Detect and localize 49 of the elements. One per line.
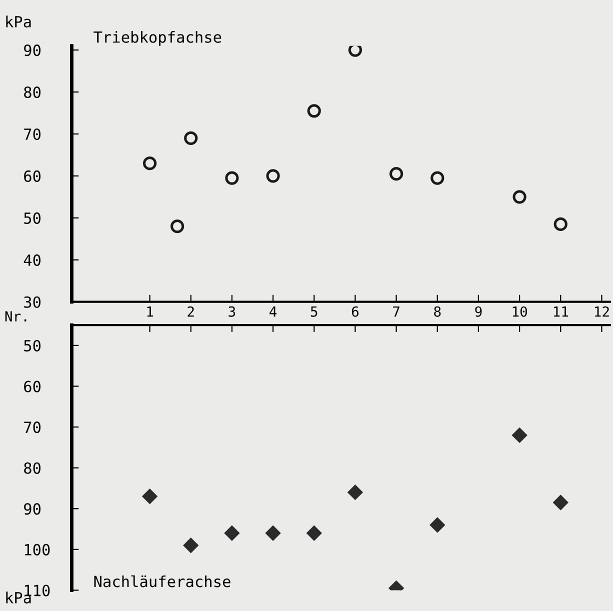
point — [183, 538, 198, 553]
y-tick-label: 80 — [24, 462, 41, 474]
text: Nachläuferachse — [94, 575, 230, 588]
y-tick-label: 90 — [24, 44, 41, 56]
point — [142, 156, 157, 170]
y-tick-label: 50 — [24, 212, 41, 224]
y-tick-label: 70 — [24, 422, 41, 434]
point — [348, 484, 363, 500]
point — [430, 517, 445, 533]
y-tick-label: 80 — [24, 86, 41, 98]
y-tick-label: 70 — [24, 128, 41, 140]
x-axis-title: Nr. — [5, 311, 26, 322]
y-tick-label: 50 — [24, 340, 41, 352]
point — [430, 171, 444, 185]
x-tick-label: 8 — [434, 306, 441, 317]
x-tick-label: 3 — [228, 306, 236, 317]
x-tick-label: 4 — [270, 306, 277, 317]
y-tick-label: 60 — [24, 380, 41, 392]
point — [512, 428, 528, 443]
point — [224, 526, 240, 541]
point — [306, 526, 322, 541]
point — [225, 171, 239, 185]
x-tick-label: 2 — [188, 306, 194, 317]
x-tick-label: 1 — [147, 306, 154, 317]
x-tick-label: 11 — [554, 306, 568, 317]
point — [554, 217, 568, 231]
y-tick-label: 90 — [24, 503, 41, 515]
x-tick-label: 12 — [595, 306, 609, 317]
y-tick-label: 40 — [24, 254, 41, 266]
point — [170, 219, 184, 234]
chart-title: Triebkopfachse — [94, 31, 222, 46]
point — [553, 494, 568, 510]
point — [307, 104, 321, 118]
point — [184, 131, 198, 145]
x-tick-label: 6 — [352, 306, 358, 317]
point — [348, 46, 362, 57]
point — [266, 169, 280, 183]
point — [512, 190, 526, 204]
y-tick-label: 100 — [24, 544, 50, 556]
x-tick-label: 10 — [512, 306, 528, 317]
y-tick-label: 30 — [24, 296, 41, 308]
x-tick-label: 7 — [393, 306, 400, 317]
x-tick-label: 9 — [475, 306, 482, 317]
point — [265, 526, 281, 541]
y-tick-label: 60 — [24, 170, 41, 182]
point — [389, 167, 404, 181]
point — [142, 488, 158, 504]
y-axis-title: kPa — [6, 16, 31, 28]
x-tick-label: 5 — [310, 306, 318, 317]
